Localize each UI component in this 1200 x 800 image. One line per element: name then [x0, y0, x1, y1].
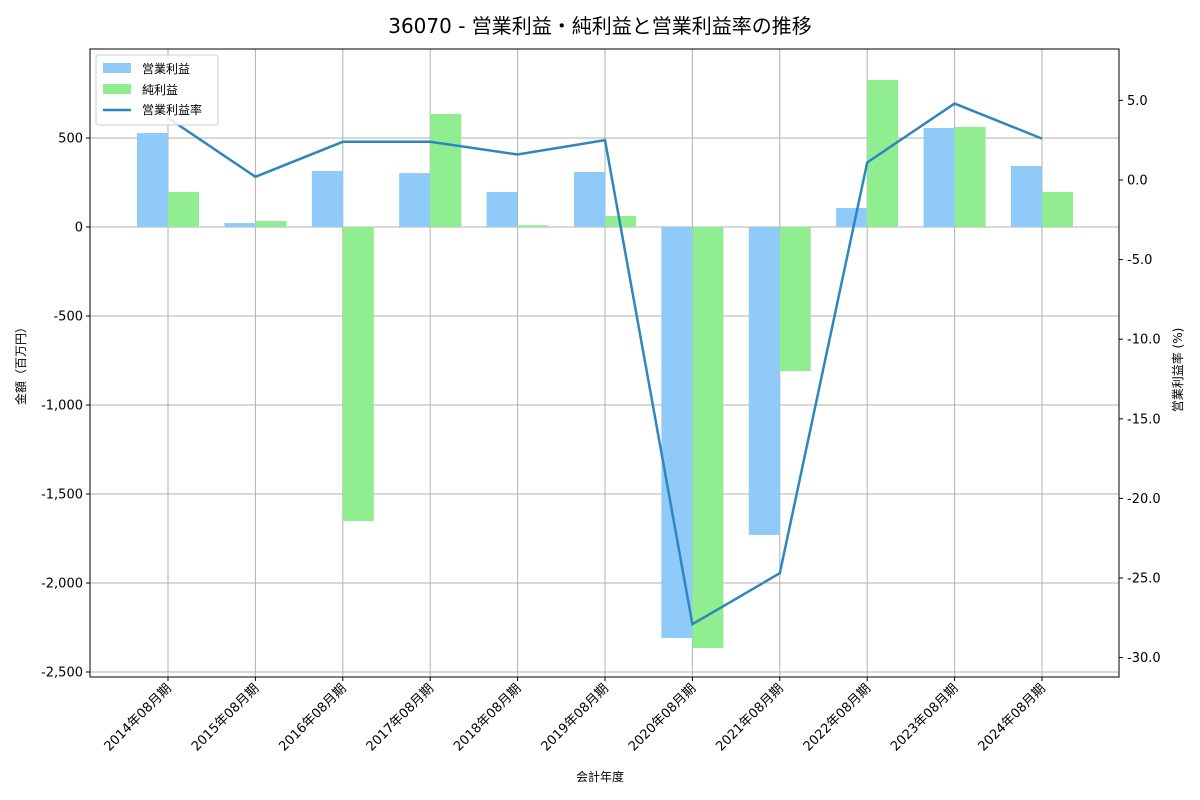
- legend-swatch-operating-profit: [103, 63, 131, 73]
- svg-text:2017年08月期: 2017年08月期: [364, 681, 437, 754]
- bar-operating-profit: [574, 171, 605, 227]
- bar-operating-profit: [748, 227, 780, 535]
- svg-text:2014年08月期: 2014年08月期: [102, 681, 175, 754]
- bar-operating-profit: [399, 173, 431, 227]
- chart-title: 36070 - 営業利益・純利益と営業利益率の推移: [388, 14, 812, 38]
- bar-operating-profit: [311, 170, 343, 227]
- svg-text:-5.0: -5.0: [1127, 253, 1152, 268]
- bar-net-profit: [255, 220, 287, 227]
- svg-text:-1,000: -1,000: [41, 399, 83, 414]
- bar-operating-profit: [836, 207, 868, 227]
- svg-text:-10.0: -10.0: [1127, 333, 1161, 348]
- svg-text:2020年08月期: 2020年08月期: [626, 681, 699, 754]
- svg-text:5.0: 5.0: [1127, 94, 1148, 109]
- bar-net-profit: [517, 225, 549, 227]
- svg-text:500: 500: [58, 132, 83, 147]
- svg-text:0.0: 0.0: [1127, 174, 1148, 189]
- legend: 営業利益 純利益 営業利益率: [95, 54, 219, 126]
- svg-text:-1,500: -1,500: [41, 488, 83, 503]
- svg-text:2018年08月期: 2018年08月期: [451, 681, 524, 754]
- bar-net-profit: [168, 191, 199, 227]
- svg-text:2015年08月期: 2015年08月期: [189, 681, 262, 754]
- right-axis-ticks: 5.0 0.0 -5.0 -10.0 -15.0 -20.0 -25.0 -30.0: [1119, 94, 1161, 666]
- bar-net-profit: [779, 227, 811, 372]
- svg-text:2021年08月期: 2021年08月期: [713, 681, 786, 754]
- legend-label-net-profit: 純利益: [142, 83, 178, 97]
- svg-text:-15.0: -15.0: [1127, 412, 1161, 427]
- bar-operating-profit: [923, 128, 955, 227]
- bar-operating-profit: [661, 227, 693, 639]
- bar-operating-profit: [224, 223, 256, 227]
- bar-net-profit: [1042, 191, 1073, 227]
- svg-text:2019年08月期: 2019年08月期: [539, 681, 612, 754]
- legend-swatch-net-profit: [103, 84, 131, 94]
- legend-label-operating-profit: 営業利益: [142, 62, 190, 76]
- svg-text:-2,000: -2,000: [41, 577, 83, 592]
- legend-label-margin: 営業利益率: [142, 102, 202, 117]
- y-axis-left-label: 金額（百万円）: [13, 321, 28, 405]
- svg-text:-30.0: -30.0: [1127, 651, 1161, 666]
- svg-text:-2,500: -2,500: [41, 666, 83, 681]
- x-axis-ticks: 2014年08月期 2015年08月期 2016年08月期 2017年08月期 2018…: [102, 677, 1049, 755]
- y-axis-right-label: 営業利益率 (%): [1170, 328, 1185, 413]
- x-axis-label: 会計年度: [576, 769, 624, 784]
- margin-line: [167, 102, 1043, 627]
- svg-text:2023年08月期: 2023年08月期: [888, 681, 961, 754]
- svg-text:2016年08月期: 2016年08月期: [276, 681, 349, 754]
- bar-net-profit: [430, 113, 462, 227]
- svg-text:-20.0: -20.0: [1127, 492, 1161, 507]
- bar-net-profit: [954, 126, 986, 227]
- bar-net-profit: [692, 227, 724, 648]
- svg-text:-25.0: -25.0: [1127, 572, 1161, 587]
- svg-text:2022年08月期: 2022年08月期: [801, 681, 874, 754]
- bar-operating-profit: [486, 191, 518, 227]
- svg-text:0: 0: [75, 221, 83, 236]
- bars: [137, 79, 1073, 648]
- svg-text:-500: -500: [53, 310, 83, 325]
- bar-operating-profit: [137, 133, 168, 227]
- bar-operating-profit: [1011, 165, 1042, 227]
- bar-net-profit: [342, 227, 374, 522]
- left-axis-ticks: 500 0 -500 -1,000 -1,500 -2,000 -2,500: [41, 132, 90, 681]
- svg-text:2024年08月期: 2024年08月期: [976, 681, 1049, 754]
